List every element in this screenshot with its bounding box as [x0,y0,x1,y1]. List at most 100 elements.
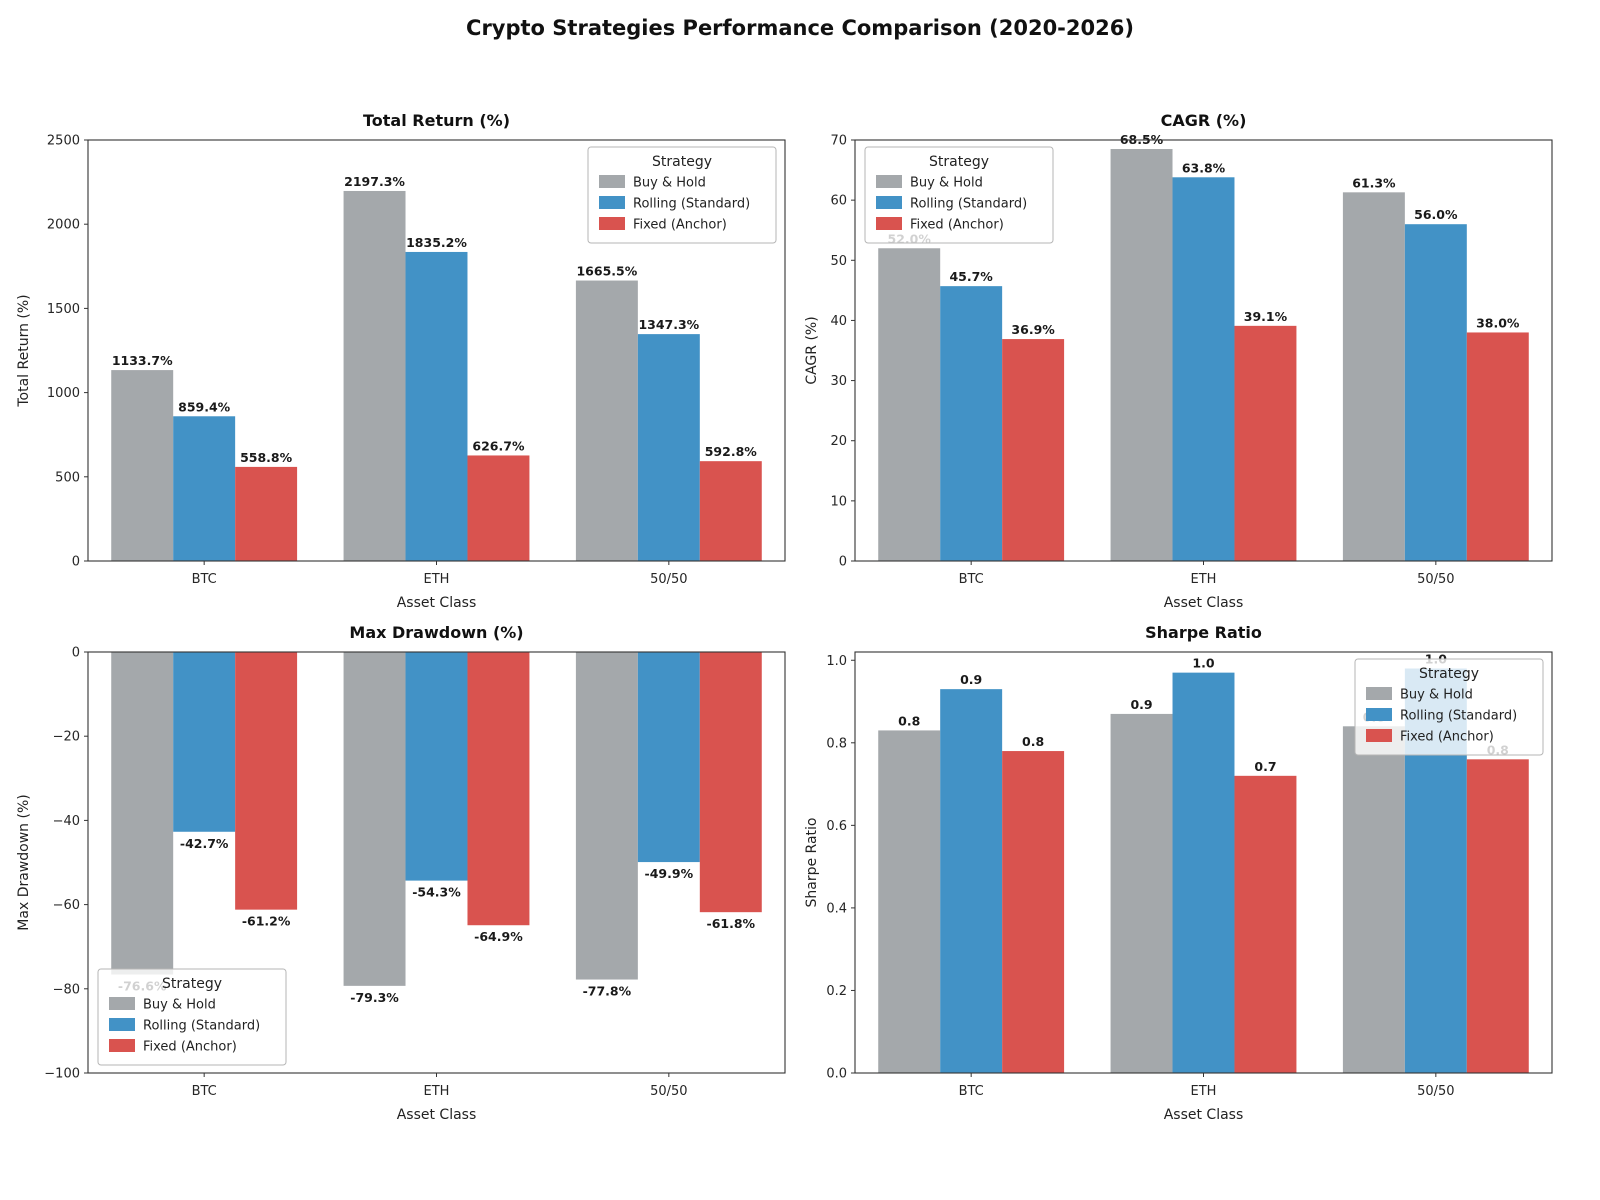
chart-total-return: Total Return (%) Asset Class Total Return … [0,96,800,628]
y-tick-label: 1500 [47,302,80,317]
axes-title: CAGR (%) [1161,111,1247,130]
legend-frame [1354,658,1544,756]
y-tick-label: 0.8 [826,736,847,751]
bar-value-label: 1133.7% [112,353,173,368]
x-axis-label: Asset Class [1164,595,1244,611]
bar-50/50-1 [637,334,700,561]
bar-50/50-1 [1404,224,1467,561]
y-tick-label: −100 [44,1067,80,1082]
y-tick-label: −60 [53,898,80,913]
bar-50/50-1 [637,652,700,863]
legend-frame [587,146,777,244]
legend-title: Strategy [1419,666,1479,682]
bar-value-label: -77.8% [583,984,632,999]
bar-BTC-1 [940,689,1003,1073]
x-axis-label: Asset Class [397,595,477,611]
y-tick-label: 2500 [47,134,80,149]
chart-max-drawdown-canvas: Max Drawdown (%) Asset Class Max Drawdown … [16,623,786,1123]
legend-frame [97,968,287,1066]
y-axis-label: Sharpe Ratio [804,818,820,908]
y-tick-label: −40 [53,814,80,829]
bar-BTC-0 [111,370,174,561]
y-tick-label: 1.0 [826,654,847,669]
bar-value-label: -61.2% [242,914,291,929]
x-tick-label: ETH [1191,572,1217,587]
bar-value-label: -49.9% [645,866,694,881]
bar-value-label: -54.3% [412,885,461,900]
x-tick-label: BTC [192,572,217,587]
legend-frame [864,146,1054,244]
legend: Strategy Buy & Hold Rolling (Standard) Fixe… [97,968,287,1066]
y-tick-label: 20 [830,434,847,449]
y-tick-label: 0 [72,555,80,570]
x-tick-label: ETH [424,572,450,587]
bar-ETH-0 [1110,149,1173,561]
y-tick-label: −80 [53,982,80,997]
bar-BTC-2 [1002,751,1065,1073]
chart-total-return-canvas: Total Return (%) Asset Class Total Return … [16,111,786,611]
x-tick-label: BTC [959,1084,984,1099]
bar-value-label: 1347.3% [638,317,699,332]
legend-title: Strategy [929,154,989,170]
legend-swatch [1366,729,1392,742]
bar-BTC-2 [1002,339,1065,561]
y-tick-label: 0.4 [826,901,847,916]
bar-value-label: 626.7% [472,438,525,453]
legend-item-label: Buy & Hold [910,176,983,191]
legend: Strategy Buy & Hold Rolling (Standard) Fixe… [587,146,777,244]
bar-ETH-0 [1110,713,1173,1073]
chart-cagr: CAGR (%) Asset Class CAGR (%) 0 10 20 30 40 50 60… [800,96,1600,628]
bar-value-label: 0.8 [898,713,920,728]
bar-BTC-1 [173,652,236,832]
bar-value-label: 859.4% [178,399,231,414]
bar-value-label: 1.0 [1192,656,1214,671]
y-tick-label: 0 [839,555,847,570]
y-tick-label: 10 [830,494,847,509]
y-tick-label: 1000 [47,386,80,401]
bar-50/50-2 [1466,332,1529,561]
legend-title: Strategy [652,154,712,170]
axes-frame [854,651,1553,1074]
bar-ETH-2 [467,455,530,561]
legend-swatch [109,997,135,1010]
bar-BTC-2 [235,652,298,910]
axes-frame [854,139,1553,562]
x-tick-label: 50/50 [1417,1084,1454,1099]
legend-item-label: Buy & Hold [633,176,706,191]
bar-value-label: 36.9% [1011,322,1055,337]
legend-swatch [1366,687,1392,700]
chart-sharpe-ratio: Sharpe Ratio Asset Class Sharpe Ratio 0.0 0.… [800,608,1600,1140]
y-tick-label: 0 [72,646,80,661]
bar-value-label: -64.9% [474,929,523,944]
bar-ETH-1 [405,652,468,881]
bar-BTC-2 [235,466,298,561]
bar-value-label: 63.8% [1182,160,1226,175]
y-tick-label: 500 [55,470,80,485]
bar-BTC-0 [111,652,174,975]
x-tick-label: ETH [1191,1084,1217,1099]
bar-ETH-2 [1234,775,1297,1073]
bar-value-label: 558.8% [240,450,293,465]
legend-swatch [599,217,625,230]
axes-title: Max Drawdown (%) [349,623,523,642]
y-axis-label: CAGR (%) [804,316,820,384]
bar-value-label: 61.3% [1352,175,1396,190]
x-tick-label: BTC [959,572,984,587]
x-tick-label: 50/50 [650,1084,687,1099]
figure-title: Crypto Strategies Performance Comparison… [466,16,1134,40]
bar-BTC-1 [940,286,1003,561]
legend-title: Strategy [162,976,222,992]
bar-value-label: 0.9 [960,672,982,687]
legend-item-label: Fixed (Anchor) [1400,730,1494,745]
y-tick-label: 60 [830,194,847,209]
legend-item-label: Buy & Hold [143,998,216,1013]
legend-item-label: Rolling (Standard) [1400,709,1517,724]
bar-value-label: 56.0% [1414,207,1458,222]
bar-ETH-1 [405,251,468,561]
legend-item-label: Fixed (Anchor) [633,218,727,233]
bar-value-label: 38.0% [1476,315,1520,330]
legend-swatch [1366,708,1392,721]
legend-swatch [876,175,902,188]
legend-swatch [109,1039,135,1052]
